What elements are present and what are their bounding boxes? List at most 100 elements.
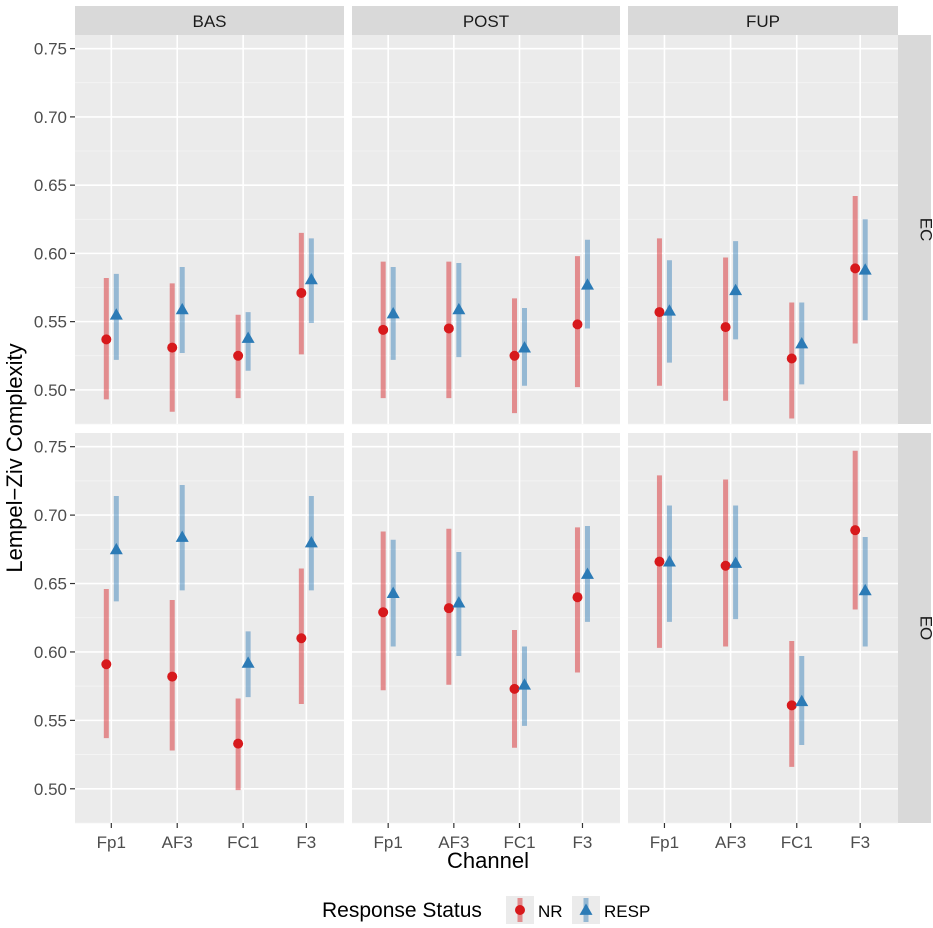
panel-background: [628, 433, 898, 823]
nr-point-F3: [572, 592, 583, 603]
panel-background: [352, 35, 620, 424]
resp-point-F3: [304, 535, 318, 548]
legend-key-NR: NR: [506, 896, 563, 924]
strip-BAS: [75, 6, 344, 35]
panel-background: [352, 433, 620, 823]
strip-label-FUP: FUP: [746, 12, 780, 31]
panel-EC-BAS: [75, 35, 344, 425]
resp-point-F3: [580, 278, 594, 290]
x-tick-label-F3: F3: [573, 833, 593, 852]
resp-point-F3: [304, 272, 318, 285]
y-tick-label: 0.50: [34, 780, 67, 799]
resp-point-FC1: [241, 656, 255, 668]
resp-point-FC1: [518, 678, 531, 690]
resp-point-FC1: [795, 336, 809, 349]
panel-EC-POST: [352, 35, 620, 425]
legend: Response Status NR RESP: [322, 896, 650, 924]
y-tick-label: 0.70: [34, 108, 67, 127]
nr-point-F3: [296, 287, 307, 298]
resp-point-Fp1: [662, 555, 676, 567]
resp-point-AF3: [175, 302, 189, 315]
resp-point-Fp1: [109, 308, 123, 320]
panel-background: [628, 35, 898, 424]
nr-point-F3: [850, 263, 861, 274]
nr-point-FC1: [233, 350, 244, 361]
panels-layer: [75, 35, 898, 824]
resp-point-AF3: [729, 556, 743, 568]
legend-key-RESP: RESP: [572, 896, 650, 924]
nr-point-FC1: [509, 683, 520, 694]
nr-point-AF3: [720, 560, 731, 571]
panel-EC-FUP: [628, 35, 898, 425]
nr-point-AF3: [443, 323, 454, 334]
resp-point-F3: [858, 583, 872, 596]
x-tick-label-FC1: FC1: [781, 833, 813, 852]
nr-point-FC1: [786, 353, 797, 364]
resp-point-FC1: [795, 694, 809, 707]
resp-point-Fp1: [109, 542, 123, 555]
resp-point-Fp1: [386, 586, 400, 598]
nr-point-Fp1: [654, 307, 665, 318]
x-axis-title: Channel: [447, 848, 529, 873]
nr-point-F3: [850, 525, 861, 536]
nr-point-Fp1: [378, 324, 389, 335]
nr-point-Fp1: [378, 607, 389, 618]
resp-point-Fp1: [386, 306, 400, 319]
panel-background: [75, 35, 344, 424]
y-tick-label: 0.75: [34, 438, 67, 457]
nr-point-AF3: [167, 671, 178, 682]
x-tick-label-Fp1: Fp1: [374, 833, 403, 852]
y-tick-label: 0.50: [34, 381, 67, 400]
resp-point-AF3: [175, 530, 189, 542]
resp-point-AF3: [729, 283, 743, 296]
axes: 0.50 0.55 0.60 0.65 0.70 0.75 0.50 0.55 0.60 0.65…: [34, 40, 870, 852]
nr-point-AF3: [167, 342, 178, 353]
nr-point-Fp1: [101, 334, 112, 345]
x-tick-label-Fp1: Fp1: [650, 833, 679, 852]
x-tick-label-FC1: FC1: [503, 833, 535, 852]
y-tick-label: 0.70: [34, 506, 67, 525]
x-tick-label-F3: F3: [850, 833, 870, 852]
x-tick-label-AF3: AF3: [162, 833, 193, 852]
x-tick-label-AF3: AF3: [715, 833, 746, 852]
nr-point-AF3: [443, 603, 454, 614]
nr-point-F3: [572, 319, 583, 330]
legend-key-triangle: [579, 903, 593, 915]
strip-label-EC: EC: [917, 218, 933, 242]
y-tick-label: 0.55: [34, 711, 67, 730]
panel-EO-FUP: [628, 433, 898, 824]
strip-EC: [898, 35, 931, 424]
x-tick-label-Fp1: Fp1: [97, 833, 126, 852]
legend-label-NR: NR: [538, 902, 563, 921]
strip-label-EO: EO: [917, 616, 933, 641]
panel-EO-POST: [352, 433, 620, 824]
nr-point-F3: [296, 633, 307, 644]
resp-point-F3: [858, 263, 872, 275]
y-tick-label: 0.60: [34, 643, 67, 662]
y-tick-label: 0.65: [34, 575, 67, 594]
y-tick-label: 0.75: [34, 40, 67, 59]
resp-point-AF3: [452, 596, 466, 608]
resp-point-AF3: [452, 302, 466, 315]
y-axis-title: Lempel−Ziv Complexity: [2, 343, 27, 572]
resp-point-FC1: [518, 341, 531, 353]
nr-point-FC1: [786, 700, 797, 711]
strip-FUP: [628, 6, 898, 35]
strip-POST: [352, 6, 620, 35]
strip-label-POST: POST: [463, 12, 509, 31]
strip-label-BAS: BAS: [192, 12, 226, 31]
facet-strips: BAS POST FUP EC EO: [75, 6, 933, 823]
y-tick-label: 0.55: [34, 313, 67, 332]
x-tick-label-F3: F3: [296, 833, 316, 852]
nr-point-FC1: [233, 738, 244, 749]
legend-label-RESP: RESP: [604, 902, 650, 921]
legend-key-circle: [515, 905, 525, 915]
panel-background: [75, 433, 344, 823]
strip-EO: [898, 433, 931, 823]
panel-EO-BAS: [75, 433, 344, 824]
x-tick-label-FC1: FC1: [227, 833, 259, 852]
nr-point-Fp1: [101, 659, 112, 670]
nr-point-FC1: [509, 350, 520, 361]
nr-point-AF3: [720, 322, 731, 333]
